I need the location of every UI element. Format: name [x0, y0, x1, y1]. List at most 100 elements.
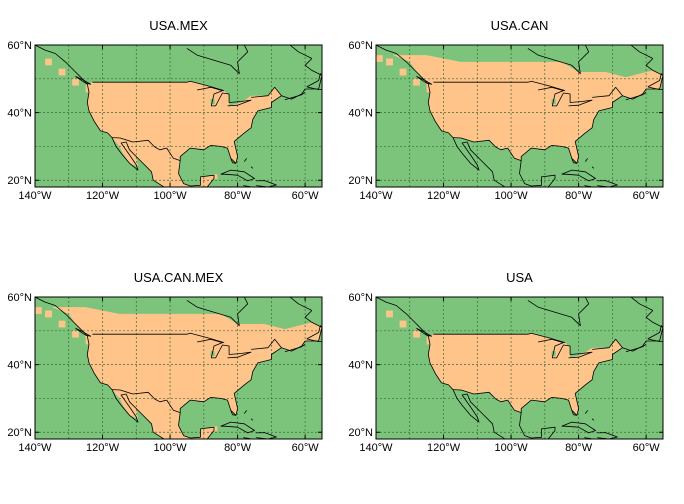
lon-tick-label: 80°W	[565, 190, 593, 202]
coastline	[220, 169, 255, 182]
lat-tick-label: 20°N	[348, 175, 373, 187]
grid-cell	[376, 55, 383, 62]
coastline	[186, 45, 249, 75]
region-mask-mex	[112, 137, 214, 187]
coastline	[75, 328, 92, 337]
coastline	[178, 58, 322, 187]
coastline	[433, 332, 566, 343]
region-mask-usa	[85, 81, 282, 164]
map-panel: 60°N 40°N 20°N 140°W 120°W 100°W 80°W 60°W USA.M…	[7, 18, 323, 202]
lat-tick-label: 60°N	[348, 292, 373, 304]
coastline	[647, 73, 663, 90]
lat-tick-label: 60°N	[7, 40, 32, 52]
coastline	[592, 86, 623, 98]
coastline	[561, 421, 596, 434]
grid-cell	[58, 320, 66, 328]
lon-tick-label: 140°W	[18, 442, 52, 454]
coastline	[592, 338, 623, 350]
grid-cell	[212, 99, 218, 106]
grid-cell	[386, 58, 393, 66]
lon-tick-label: 140°W	[359, 190, 393, 202]
map-frame	[375, 296, 664, 440]
coastline	[250, 166, 254, 169]
coastline	[527, 45, 590, 75]
region-mask-can_s	[392, 55, 663, 106]
map-panel: 60°N 40°N 20°N 140°W 120°W 100°W 80°W 60°W USA	[348, 270, 664, 454]
map-panel: 60°N 40°N 20°N 140°W 120°W 100°W 80°W 60°W USA.C…	[348, 18, 664, 202]
grid-cell	[35, 307, 42, 314]
lon-tick-label: 120°W	[427, 190, 461, 202]
grid-cell	[399, 320, 407, 328]
coastline	[416, 328, 433, 337]
coastline	[111, 137, 181, 161]
lat-tick-label: 40°N	[7, 108, 32, 120]
lon-tick-label: 120°W	[427, 442, 461, 454]
region-mask-usa	[426, 81, 623, 164]
grid-cell	[72, 78, 79, 86]
coastline	[571, 410, 577, 416]
grid-cell	[413, 330, 420, 338]
lat-tick-label: 60°N	[7, 292, 32, 304]
lon-tick-label: 80°W	[565, 442, 593, 454]
lon-tick-label: 60°W	[292, 190, 320, 202]
coastline	[538, 338, 593, 359]
coastline	[35, 45, 165, 187]
lat-tick-label: 40°N	[7, 360, 32, 372]
coastline	[251, 86, 282, 98]
coastline	[250, 418, 254, 421]
lat-tick-label: 20°N	[7, 175, 32, 187]
coastline	[306, 325, 322, 343]
coastline	[625, 91, 647, 101]
coastline	[376, 297, 506, 439]
grid-cell	[212, 174, 218, 180]
lon-tick-label: 100°W	[153, 190, 187, 202]
grid-cell	[45, 58, 52, 66]
lon-tick-label: 100°W	[153, 442, 187, 454]
coastline	[75, 76, 92, 85]
lon-tick-label: 120°W	[86, 190, 120, 202]
grid-cell	[553, 351, 559, 358]
coastline	[289, 297, 313, 311]
grid-cell	[399, 68, 407, 76]
lat-tick-label: 40°N	[348, 360, 373, 372]
coastline	[416, 76, 433, 85]
coastline	[243, 410, 248, 414]
coastline	[376, 45, 506, 187]
lat-tick-label: 20°N	[7, 427, 32, 439]
coastline	[625, 343, 647, 353]
coastline	[584, 410, 589, 414]
lat-tick-label: 20°N	[348, 427, 373, 439]
coastline	[230, 158, 236, 164]
lon-tick-label: 100°W	[494, 442, 528, 454]
lon-tick-label: 60°W	[633, 190, 661, 202]
map-frame	[34, 44, 323, 188]
coastline	[186, 297, 249, 327]
coastline	[284, 91, 306, 101]
region-mask-usa	[85, 333, 282, 416]
coastline	[111, 389, 181, 413]
coastline	[220, 421, 255, 434]
region-mask-can_s	[51, 307, 322, 358]
grid-cell	[426, 337, 434, 345]
grid-cell	[413, 78, 420, 86]
grid-cell	[553, 99, 559, 106]
grid-cell	[85, 337, 93, 345]
coastline	[591, 166, 595, 169]
coastline	[452, 137, 522, 161]
lon-tick-label: 100°W	[494, 190, 528, 202]
lat-tick-label: 40°N	[348, 108, 373, 120]
coastline	[452, 389, 522, 413]
panel-title: USA.MEX	[149, 18, 208, 33]
coastline	[591, 418, 595, 421]
coastline	[230, 410, 236, 416]
coastline	[571, 158, 577, 164]
lon-tick-label: 60°W	[292, 442, 320, 454]
coastline	[527, 297, 590, 327]
coastline	[92, 332, 225, 343]
lon-tick-label: 140°W	[359, 442, 393, 454]
coastline	[35, 297, 165, 439]
coastline	[647, 325, 663, 343]
lon-tick-label: 120°W	[86, 442, 120, 454]
coastline	[630, 45, 654, 59]
coastline	[519, 58, 663, 187]
